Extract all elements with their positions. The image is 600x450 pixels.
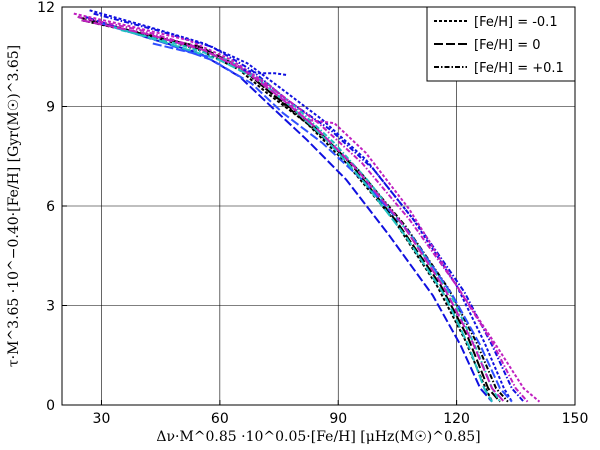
- y-tick-label: 6: [46, 199, 55, 215]
- series-lines: [73, 9, 541, 403]
- y-tick-label: 0: [46, 398, 55, 414]
- x-tick-label: 60: [211, 411, 229, 427]
- x-tick-label: 120: [443, 411, 470, 427]
- legend-label: [Fe/H] = +0.1: [474, 61, 564, 76]
- legend-label: [Fe/H] = 0: [474, 38, 541, 53]
- x-tick-label: 90: [329, 411, 347, 427]
- series-line-6: [93, 12, 525, 403]
- legend: [Fe/H] = -0.1 [Fe/H] = 0 [Fe/H] = +0.1: [426, 6, 576, 82]
- y-tick-label: 9: [46, 100, 55, 116]
- x-tick-label: 150: [562, 411, 589, 427]
- legend-label: [Fe/H] = -0.1: [474, 15, 558, 30]
- series-line-4: [89, 9, 513, 403]
- y-axis-ticks: 0 3 6 9 12: [37, 0, 67, 414]
- y-axis-label: τ·M^3.65 ·10^−0.40·[Fe/H] [Gyr(M☉)^3.65]: [6, 45, 22, 367]
- series-line-8: [113, 25, 493, 403]
- y-tick-label: 12: [37, 0, 55, 16]
- x-tick-label: 30: [93, 411, 111, 427]
- series-line-12: [81, 19, 505, 403]
- series-line-13: [243, 69, 288, 76]
- series-line-7: [101, 22, 513, 403]
- series-line-11: [77, 15, 529, 403]
- series-line-10: [73, 12, 541, 403]
- x-axis-label: Δν·M^0.85 ·10^0.05·[Fe/H] [μHz(M☉)^0.85]: [156, 429, 480, 445]
- y-tick-label: 3: [46, 299, 55, 315]
- series-line-5: [85, 15, 493, 403]
- series-line-14: [152, 42, 209, 58]
- x-axis-ticks: 30 60 90 120 150: [93, 400, 589, 427]
